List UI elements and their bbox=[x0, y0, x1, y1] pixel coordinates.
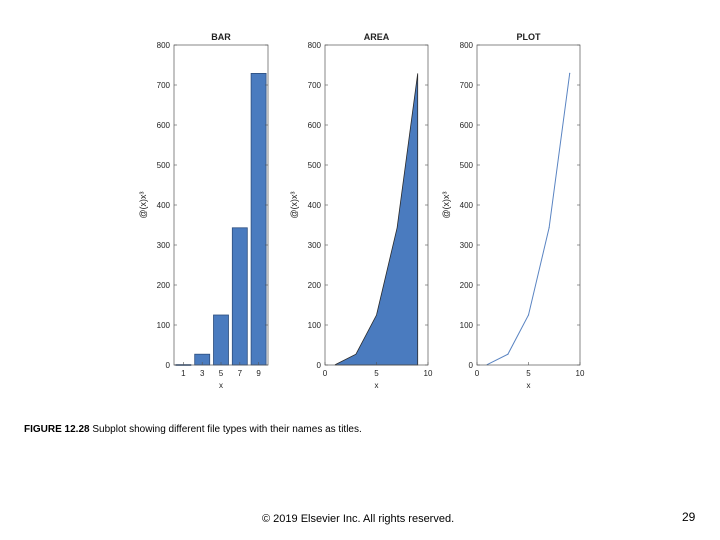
y-axis-label: @(x)x³ bbox=[441, 191, 451, 218]
line-point-x-7 bbox=[548, 227, 550, 229]
y-tick-label: 800 bbox=[460, 41, 474, 50]
x-tick-label: 1 bbox=[181, 369, 186, 378]
y-tick-label: 500 bbox=[157, 161, 171, 170]
x-axis-label: x bbox=[527, 381, 531, 390]
bar-x-9 bbox=[250, 73, 267, 366]
series-line bbox=[487, 73, 571, 366]
y-tick-label: 0 bbox=[469, 361, 474, 370]
line-point-x-3 bbox=[507, 353, 509, 355]
chart-title: AREA bbox=[364, 32, 390, 42]
y-tick-label: 100 bbox=[308, 321, 322, 330]
x-tick-label: 5 bbox=[219, 369, 224, 378]
y-tick-label: 0 bbox=[166, 361, 171, 370]
axes-box bbox=[476, 44, 581, 366]
figure-caption: FIGURE 12.28 Subplot showing different f… bbox=[24, 424, 362, 435]
x-tick-label: 5 bbox=[526, 369, 531, 378]
x-tick-label: 0 bbox=[323, 369, 328, 378]
y-tick-label: 400 bbox=[308, 201, 322, 210]
page-number: 29 bbox=[682, 510, 696, 524]
x-axis-label: x bbox=[375, 381, 379, 390]
x-tick-label: 10 bbox=[576, 369, 585, 378]
area-fill bbox=[334, 73, 419, 366]
y-tick-label: 500 bbox=[308, 161, 322, 170]
y-tick-label: 200 bbox=[460, 281, 474, 290]
x-tick-label: 3 bbox=[200, 369, 205, 378]
line-point-x-5 bbox=[527, 314, 530, 316]
x-tick-label: 10 bbox=[424, 369, 433, 378]
y-tick-label: 100 bbox=[157, 321, 171, 330]
y-tick-label: 700 bbox=[308, 81, 322, 90]
bar-x-7 bbox=[231, 227, 248, 366]
y-tick-label: 600 bbox=[308, 121, 322, 130]
y-tick-label: 200 bbox=[157, 281, 171, 290]
figure-label: FIGURE 12.28 bbox=[24, 424, 90, 435]
y-axis-label: @(x)x³ bbox=[289, 191, 299, 218]
x-axis-label: x bbox=[219, 381, 223, 390]
y-tick-label: 600 bbox=[157, 121, 171, 130]
y-tick-label: 800 bbox=[157, 41, 171, 50]
x-tick-label: 0 bbox=[475, 369, 480, 378]
subplot-line: 0 100 200 300 400 500 600 700 800 0 5 10 PLOT x @(x)x³ bbox=[441, 32, 585, 390]
caption-text: Subplot showing different file types wit… bbox=[89, 424, 362, 435]
bar-x-5 bbox=[213, 314, 229, 366]
line-point-x-9 bbox=[569, 72, 571, 74]
x-tick-label: 7 bbox=[238, 369, 243, 378]
y-tick-label: 500 bbox=[460, 161, 474, 170]
copyright-notice: © 2019 Elsevier Inc. All rights reserved… bbox=[262, 513, 455, 525]
y-tick-label: 400 bbox=[460, 201, 474, 210]
y-tick-label: 300 bbox=[460, 241, 474, 250]
y-tick-label: 800 bbox=[308, 41, 322, 50]
x-tick-label: 9 bbox=[256, 369, 261, 378]
y-tick-label: 600 bbox=[460, 121, 474, 130]
y-tick-label: 0 bbox=[317, 361, 322, 370]
x-tick-label: 5 bbox=[374, 369, 379, 378]
y-tick-label: 400 bbox=[157, 201, 171, 210]
subplot-bar: 0 100 200 300 400 500 600 700 800 1 3 5 7 9 BAR x @(x)x³ bbox=[138, 32, 269, 390]
y-tick-label: 700 bbox=[460, 81, 474, 90]
y-tick-label: 100 bbox=[460, 321, 474, 330]
y-tick-label: 300 bbox=[157, 241, 171, 250]
y-tick-label: 700 bbox=[157, 81, 171, 90]
chart-title: PLOT bbox=[517, 32, 542, 42]
y-tick-label: 300 bbox=[308, 241, 322, 250]
y-axis-label: @(x)x³ bbox=[138, 191, 148, 218]
subplot-area: 0 100 200 300 400 500 600 700 800 0 5 10 AREA x @(x)x³ bbox=[289, 32, 433, 390]
y-tick-label: 200 bbox=[308, 281, 322, 290]
chart-title: BAR bbox=[211, 32, 231, 42]
